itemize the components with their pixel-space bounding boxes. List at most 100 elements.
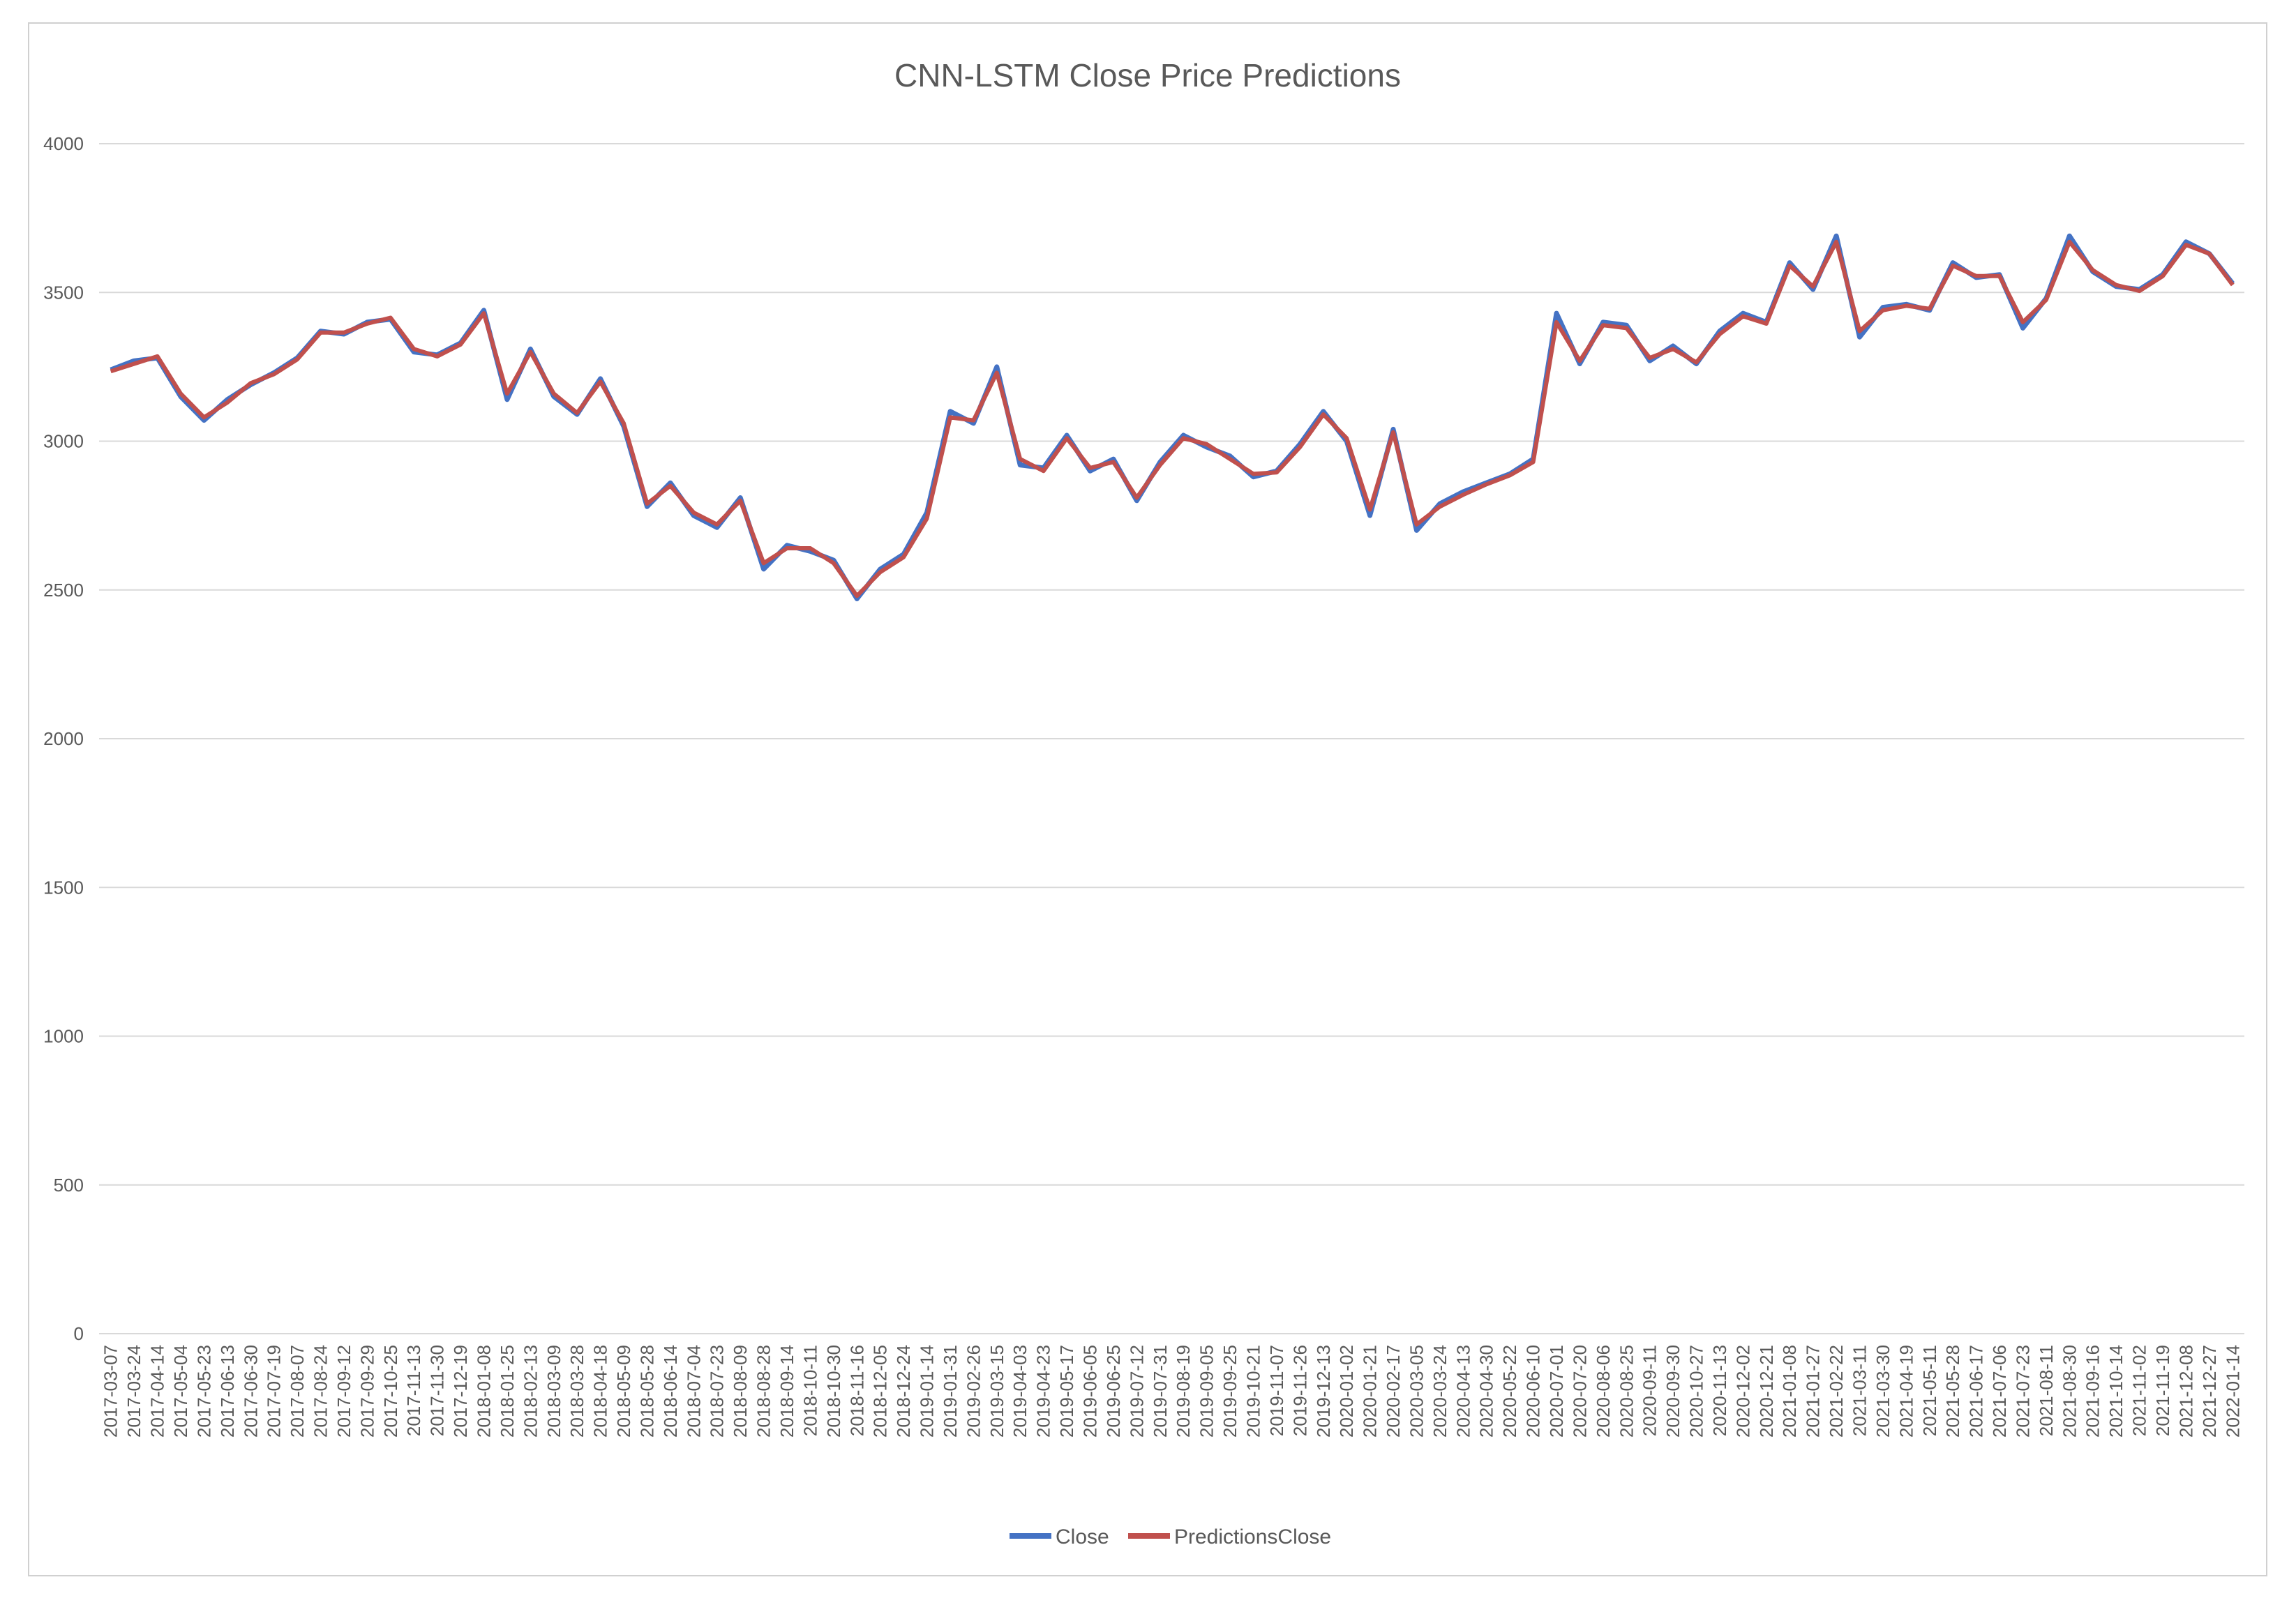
x-tick-label: 2021-10-14 [2106,1345,2126,1438]
x-tick-label: 2021-01-27 [1803,1345,1824,1438]
x-tick-label: 2021-07-06 [1989,1345,2010,1438]
x-tick-label: 2018-08-09 [730,1345,751,1438]
x-tick-label: 2018-01-08 [473,1345,494,1438]
x-tick-label: 2021-09-16 [2083,1345,2103,1438]
x-tick-label: 2020-04-30 [1476,1345,1497,1438]
chart-title: CNN-LSTM Close Price Predictions [894,57,1401,93]
y-tick-label: 1500 [43,877,84,898]
x-tick-label: 2018-09-14 [776,1345,797,1438]
x-tick-label: 2019-07-31 [1150,1345,1171,1438]
x-tick-label: 2018-12-24 [893,1345,914,1438]
x-tick-label: 2017-10-25 [380,1345,401,1438]
x-tick-label: 2018-05-28 [636,1345,657,1438]
x-tick-label: 2017-09-29 [357,1345,377,1438]
y-tick-label: 2000 [43,728,84,749]
legend-label-close: Close [1056,1525,1109,1549]
y-axis-ticks: 0 500 1000 1500 2000 2500 3000 3500 4000 [43,133,84,1344]
x-tick-label: 2017-06-13 [217,1345,238,1438]
x-tick-label: 2020-03-05 [1406,1345,1427,1438]
x-tick-label: 2019-11-07 [1266,1345,1287,1436]
x-tick-label: 2018-10-30 [823,1345,844,1438]
x-tick-label: 2020-08-06 [1593,1345,1614,1438]
y-tick-label: 1000 [43,1026,84,1047]
legend-label-predictionsclose: PredictionsClose [1174,1525,1331,1549]
x-tick-label: 2020-01-21 [1360,1345,1381,1438]
x-tick-label: 2021-01-08 [1779,1345,1800,1438]
legend: Close PredictionsClose [1010,1525,1331,1549]
y-tick-label: 2500 [43,580,84,601]
series-line-close [110,233,2235,601]
x-tick-label: 2020-12-21 [1756,1345,1777,1438]
x-tick-label: 2018-08-28 [753,1345,774,1438]
x-tick-label: 2021-05-11 [1919,1345,1940,1436]
x-tick-label: 2020-06-10 [1523,1345,1544,1438]
x-tick-label: 2018-04-18 [590,1345,611,1438]
x-tick-label: 2021-12-27 [2199,1345,2220,1438]
x-tick-label: 2019-11-26 [1289,1345,1310,1436]
x-tick-label: 2020-05-22 [1499,1345,1520,1438]
y-tick-label: 0 [74,1323,84,1344]
x-tick-label: 2020-09-11 [1640,1345,1660,1436]
x-tick-label: 2018-03-28 [567,1345,587,1438]
x-tick-label: 2020-07-20 [1569,1345,1590,1438]
x-tick-label: 2018-07-23 [707,1345,728,1438]
x-tick-label: 2020-10-27 [1686,1345,1707,1438]
x-tick-label: 2021-03-11 [1849,1345,1870,1436]
x-tick-label: 2018-11-16 [846,1345,867,1436]
x-tick-label: 2017-03-24 [123,1345,144,1438]
x-tick-label: 2021-11-19 [2152,1345,2173,1436]
x-tick-label: 2017-05-23 [193,1345,214,1438]
x-tick-label: 2019-10-21 [1243,1345,1263,1438]
x-tick-label: 2017-08-07 [287,1345,308,1438]
x-tick-label: 2021-08-11 [2036,1345,2057,1436]
x-tick-label: 2019-03-15 [986,1345,1007,1438]
x-tick-label: 2020-02-17 [1383,1345,1404,1438]
x-tick-label: 2018-12-05 [870,1345,891,1438]
x-tick-label: 2017-06-30 [240,1345,261,1438]
x-tick-label: 2017-09-12 [333,1345,354,1438]
x-tick-label: 2021-07-23 [2012,1345,2033,1438]
x-tick-label: 2019-06-25 [1103,1345,1124,1438]
x-tick-label: 2019-04-03 [1010,1345,1030,1438]
x-tick-label: 2017-05-04 [170,1345,191,1438]
x-tick-label: 2019-06-05 [1080,1345,1101,1438]
series-lines [110,233,2235,601]
x-tick-label: 2017-11-30 [427,1345,448,1436]
x-tick-label: 2018-03-09 [543,1345,564,1438]
series-line-predictionsclose [110,239,2235,598]
x-tick-label: 2018-01-25 [497,1345,518,1438]
x-tick-label: 2018-07-04 [683,1345,704,1438]
x-tick-label: 2020-12-02 [1732,1345,1753,1438]
x-tick-label: 2017-12-19 [450,1345,471,1438]
x-tick-label: 2020-03-24 [1430,1345,1450,1438]
x-tick-label: 2019-01-14 [917,1345,938,1438]
x-tick-label: 2022-01-14 [2222,1345,2243,1438]
chart-canvas: CNN-LSTM Close Price Predictions 0 500 100… [43,57,2244,1549]
x-tick-label: 2019-02-26 [963,1345,984,1438]
y-tick-label: 3500 [43,282,84,303]
x-tick-label: 2021-11-02 [2129,1345,2150,1436]
x-tick-label: 2017-07-19 [264,1345,285,1438]
gridlines [99,143,2244,1334]
x-tick-label: 2017-11-13 [403,1345,424,1436]
y-tick-label: 4000 [43,133,84,154]
x-tick-label: 2019-04-23 [1033,1345,1054,1438]
x-tick-label: 2021-04-19 [1896,1345,1916,1438]
x-tick-label: 2018-05-09 [613,1345,634,1438]
x-tick-label: 2017-03-07 [100,1345,121,1438]
x-tick-label: 2019-08-19 [1173,1345,1194,1438]
x-tick-label: 2019-09-25 [1220,1345,1240,1438]
x-tick-label: 2019-05-17 [1056,1345,1077,1438]
x-tick-label: 2018-06-14 [660,1345,681,1438]
x-tick-label: 2021-05-28 [1942,1345,1963,1438]
x-tick-label: 2019-01-31 [940,1345,961,1438]
x-tick-label: 2020-07-01 [1546,1345,1567,1438]
x-tick-label: 2019-12-13 [1313,1345,1334,1438]
x-tick-label: 2018-10-11 [800,1345,820,1436]
x-tick-label: 2017-08-24 [310,1345,331,1438]
x-tick-label: 2017-04-14 [147,1345,168,1438]
x-tick-label: 2018-02-13 [520,1345,541,1438]
x-tick-label: 2019-07-12 [1126,1345,1147,1438]
x-tick-label: 2019-09-05 [1196,1345,1217,1438]
x-tick-label: 2020-04-13 [1453,1345,1473,1438]
